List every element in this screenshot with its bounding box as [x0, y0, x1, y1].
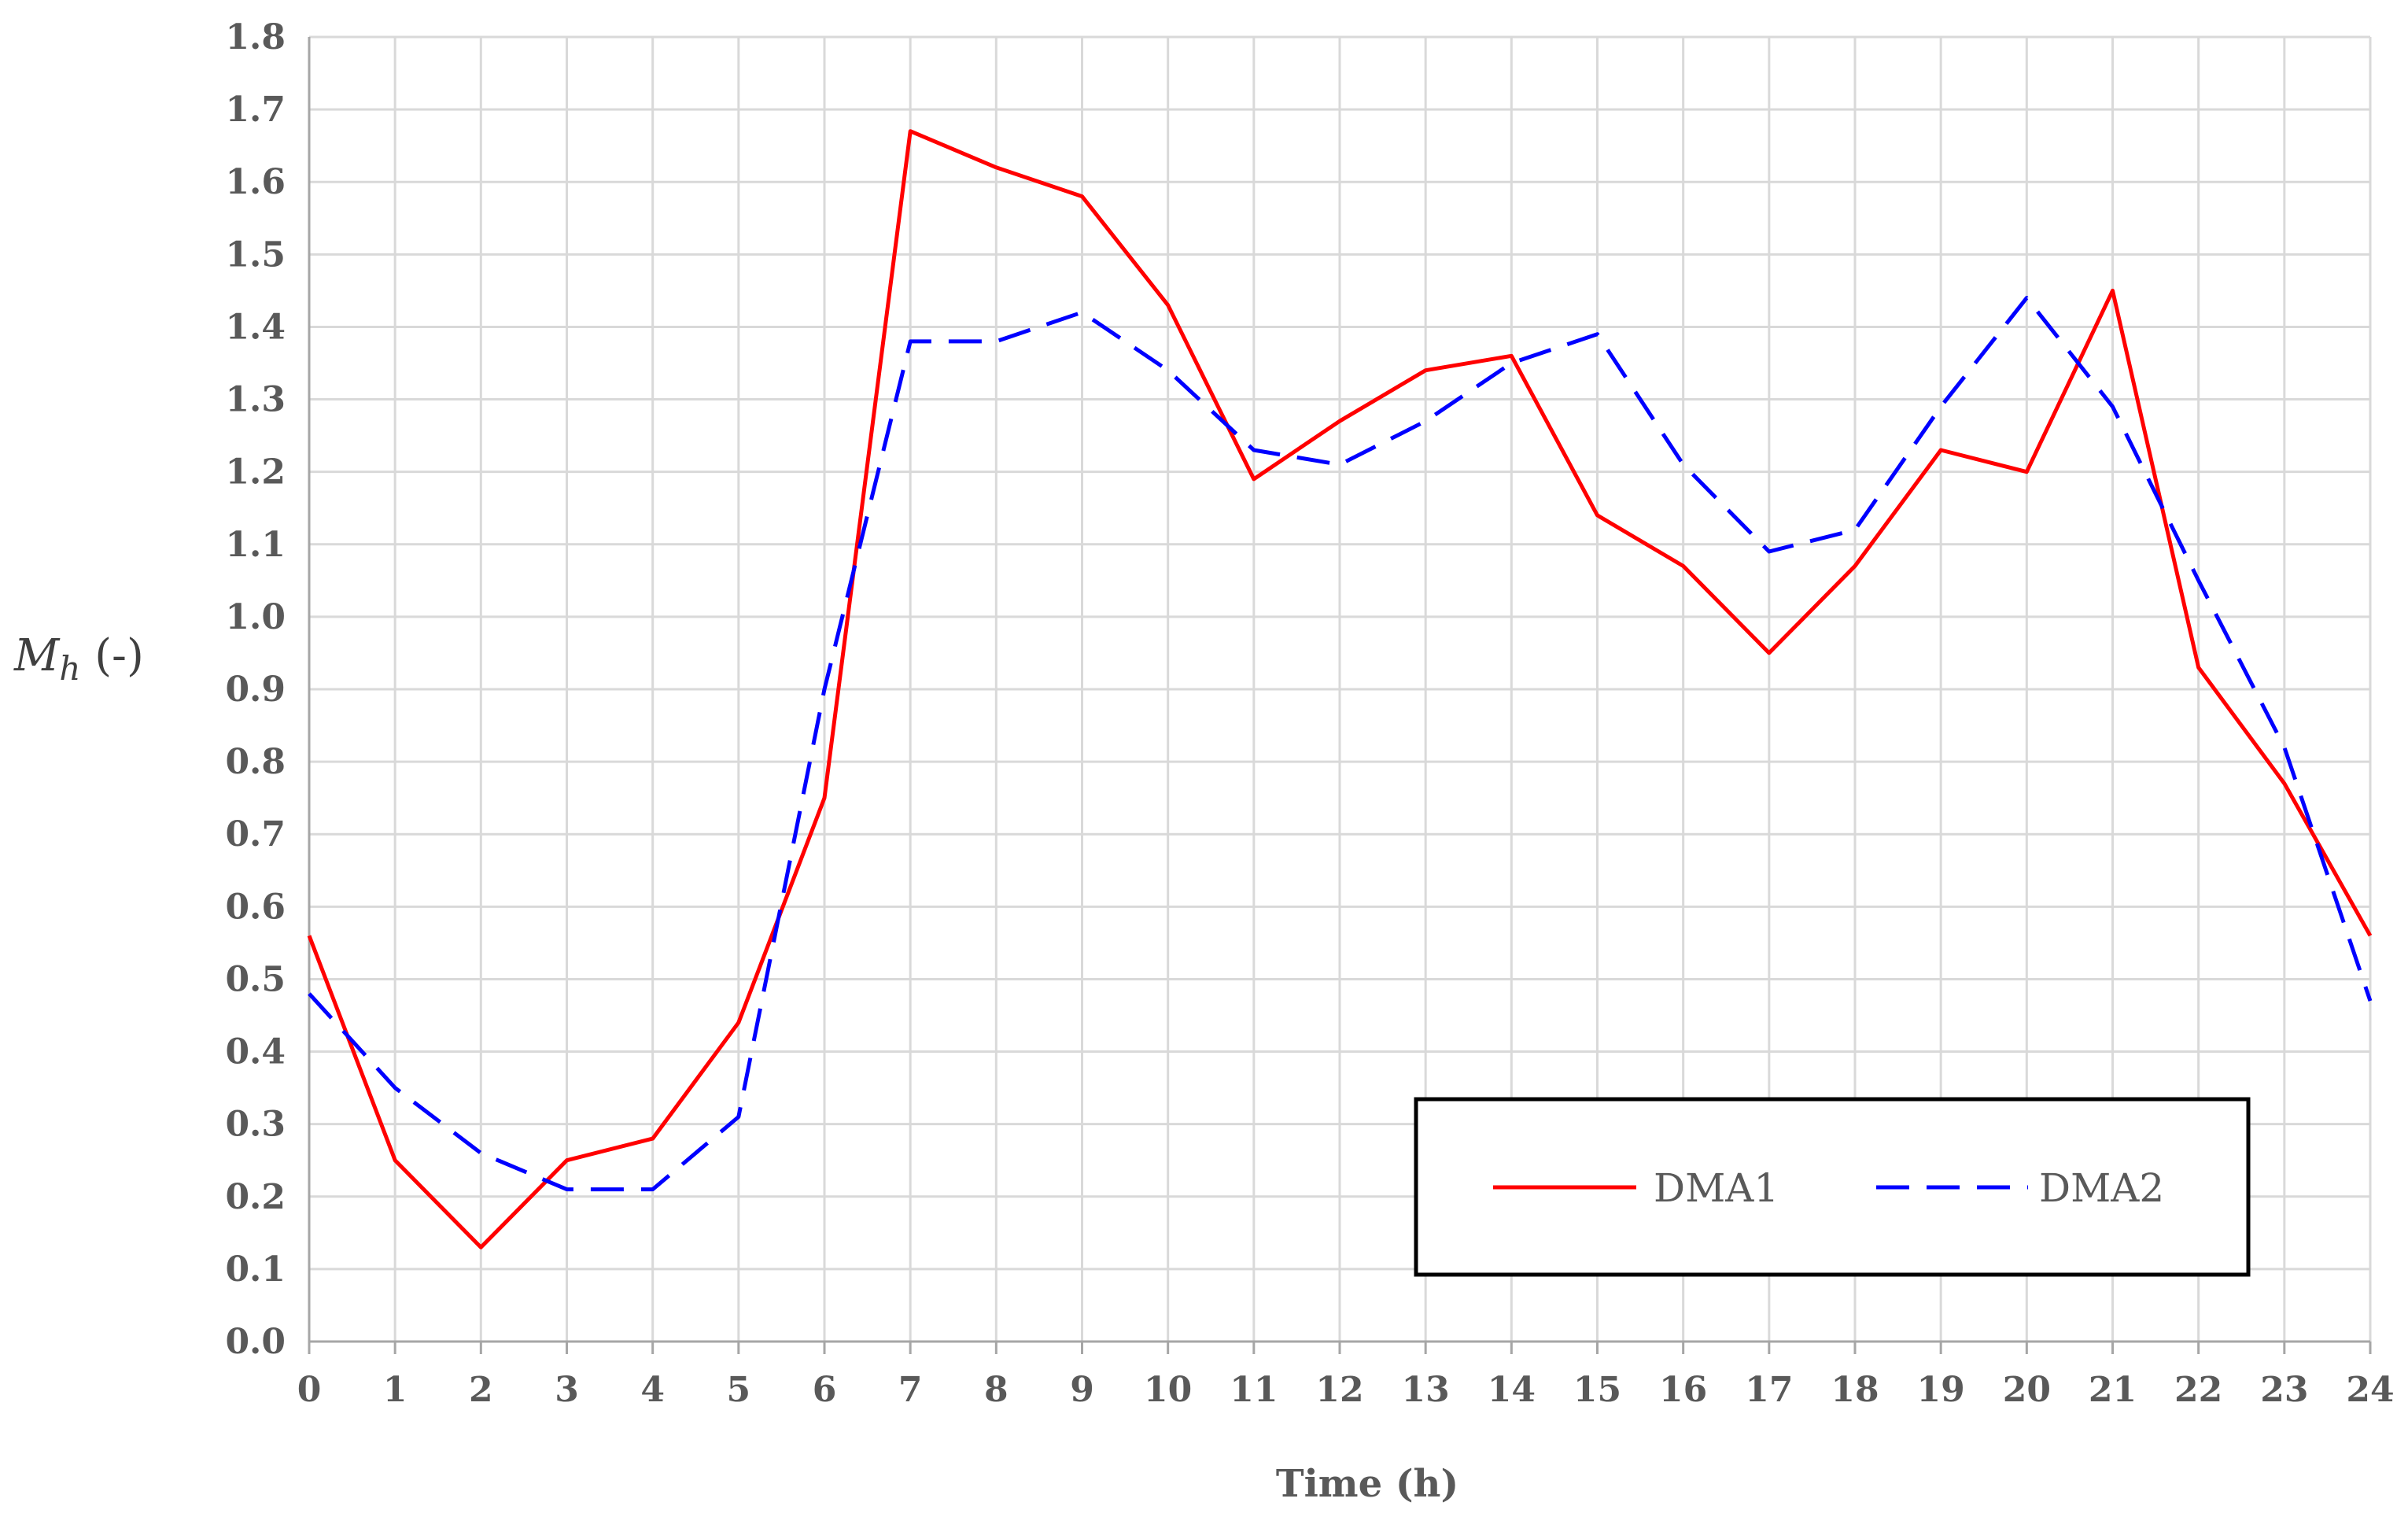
series-line-dma1 — [307, 129, 2373, 1249]
x-tick-label: 2 — [469, 1370, 493, 1410]
y-tick-label: 1.6 — [225, 162, 286, 202]
y-tick-label: 0.5 — [225, 959, 286, 999]
y-tick-label: 0.8 — [225, 742, 286, 782]
x-tick-label: 23 — [2260, 1370, 2308, 1410]
y-tick-label: 0.3 — [225, 1105, 286, 1145]
y-tick-label: 1.4 — [225, 307, 286, 347]
y-axis-label-symbol: M — [13, 630, 61, 681]
legend-label-dma2: DMA2 — [2039, 1165, 2164, 1211]
y-axis-label-subscript: h — [59, 649, 80, 688]
y-axis-label: Mh (-) — [13, 630, 144, 688]
x-tick-label: 7 — [898, 1370, 923, 1410]
x-tick-label: 3 — [555, 1370, 579, 1410]
x-tick-label: 18 — [1831, 1370, 1879, 1410]
y-tick-label: 1.2 — [225, 452, 286, 493]
x-tick-label: 20 — [2003, 1370, 2051, 1410]
x-tick-label: 12 — [1315, 1370, 1363, 1410]
x-tick-label: 6 — [813, 1370, 837, 1410]
legend-label-dma1: DMA1 — [1654, 1165, 1779, 1211]
x-tick-label: 13 — [1402, 1370, 1450, 1410]
x-tick-label: 17 — [1745, 1370, 1793, 1410]
x-tick-label: 9 — [1070, 1370, 1094, 1410]
x-tick-label: 0 — [297, 1370, 322, 1410]
y-tick-label: 0.1 — [225, 1249, 286, 1290]
x-tick-label: 21 — [2089, 1370, 2137, 1410]
y-tick-label: 0.6 — [225, 887, 286, 927]
x-tick-label: 4 — [640, 1370, 665, 1410]
y-tick-label: 0.4 — [225, 1032, 286, 1072]
legend: DMA1 DMA2 — [1414, 1097, 2251, 1277]
y-axis-label-unit: (-) — [80, 630, 143, 681]
x-tick-label: 10 — [1144, 1370, 1192, 1410]
y-tick-label: 1.1 — [225, 525, 286, 565]
x-tick-label: 14 — [1488, 1370, 1536, 1410]
tick-labels: 0.0 0.1 0.2 0.3 0.4 0.5 0.6 0.7 0.8 0.9 1.0 1.1 1.2 1… — [225, 17, 2394, 1410]
x-tick-label: 19 — [1917, 1370, 1965, 1410]
x-tick-label: 11 — [1230, 1370, 1278, 1410]
y-tick-label: 1.7 — [225, 90, 286, 130]
y-tick-label: 1.0 — [225, 597, 286, 637]
y-tick-label: 1.5 — [225, 234, 286, 275]
axes — [308, 37, 2372, 1354]
series-lines — [307, 129, 2373, 1249]
x-tick-label: 22 — [2174, 1370, 2222, 1410]
y-tick-label: 1.8 — [225, 17, 286, 57]
y-tick-label: 0.9 — [225, 670, 286, 710]
y-tick-label: 0.7 — [225, 814, 286, 854]
x-tick-label: 1 — [383, 1370, 407, 1410]
y-tick-label: 0.2 — [225, 1177, 286, 1217]
series-line-dma2 — [308, 296, 2373, 1192]
x-axis-label: Time (h) — [1276, 1462, 1458, 1506]
y-tick-label: 0.0 — [225, 1322, 286, 1362]
x-tick-label: 16 — [1659, 1370, 1707, 1410]
x-tick-label: 5 — [727, 1370, 751, 1410]
y-tick-label: 1.3 — [225, 380, 286, 420]
x-tick-label: 24 — [2346, 1370, 2394, 1410]
x-tick-label: 15 — [1573, 1370, 1621, 1410]
x-tick-label: 8 — [984, 1370, 1009, 1410]
